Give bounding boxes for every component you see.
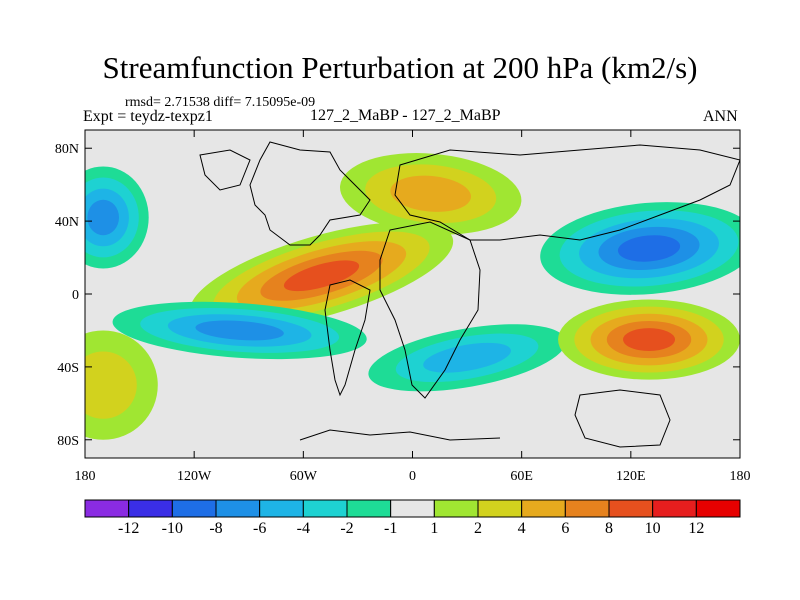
y-tick-label: 80N <box>55 142 79 157</box>
coastline-antarctic-edge <box>299 429 501 441</box>
colorbar-label: -2 <box>340 520 353 537</box>
colorbar-box <box>390 499 435 518</box>
coastlines <box>199 141 740 448</box>
colorbar-box <box>433 499 479 518</box>
x-tick-label: 0 <box>409 469 416 484</box>
colorbar-label: -6 <box>253 520 266 537</box>
contour-level <box>195 320 284 341</box>
colorbar-box <box>346 499 392 518</box>
period-label: ANN <box>703 108 738 125</box>
colorbar-box <box>259 499 304 518</box>
x-tick-label: 60E <box>510 469 533 484</box>
coastline-south-america <box>324 279 371 397</box>
contour-fields <box>85 153 740 440</box>
colorbar-label: 10 <box>645 520 661 537</box>
colorbar-label: -4 <box>297 520 310 537</box>
feature-3 <box>540 202 740 295</box>
colorbar-box <box>477 499 523 518</box>
colorbar-box <box>84 499 130 518</box>
colorbar-box <box>171 499 217 518</box>
colorbar-label: -8 <box>209 520 222 537</box>
y-axis: 80N 40N 0 40S 80S <box>55 142 740 449</box>
coastline-greenland <box>199 149 251 191</box>
colorbar-box <box>215 499 261 518</box>
colorbar-label: 8 <box>605 520 613 537</box>
feature-2 <box>85 166 149 269</box>
coastline-australia <box>574 389 671 448</box>
colorbar-label: 6 <box>561 520 569 537</box>
colorbar-label: -12 <box>118 520 139 537</box>
contour-level <box>87 199 120 236</box>
feature-6 <box>558 299 740 380</box>
colorbar-label: -10 <box>162 520 183 537</box>
stats-text: rmsd= 2.71538 diff= 7.15095e-09 <box>125 95 316 110</box>
contour-level <box>423 342 511 373</box>
x-tick-label: 180 <box>730 469 751 484</box>
colorbar-box <box>608 499 654 518</box>
colorbar-box <box>695 499 741 518</box>
y-tick-label: 40N <box>55 215 79 230</box>
colorbar-box <box>521 499 566 518</box>
y-tick-label: 0 <box>72 288 79 303</box>
contour-level <box>85 351 137 419</box>
y-tick-label: 80S <box>57 434 79 449</box>
contour-level <box>617 235 681 262</box>
colorbar-label: 4 <box>518 520 526 537</box>
feature-7 <box>85 330 158 440</box>
x-tick-label: 120E <box>616 469 646 484</box>
x-tick-label: 120W <box>177 469 212 484</box>
coastline-americas <box>249 141 371 246</box>
feature-4 <box>112 301 367 360</box>
colorbar-box <box>302 499 348 518</box>
contour-level <box>283 260 360 292</box>
colorbar-box <box>564 499 610 518</box>
colorbar-label: -1 <box>384 520 397 537</box>
colorbar: -12 -10 -8 -6 -4 -2 -1 1 2 4 6 8 10 12 <box>84 499 741 537</box>
case-label: 127_2_MaBP - 127_2_MaBP <box>310 107 501 124</box>
colorbar-box <box>128 499 173 518</box>
contour-level <box>390 175 472 212</box>
feature-0 <box>189 221 454 330</box>
coastline-eurasia <box>394 144 740 241</box>
colorbar-label: 1 <box>430 520 438 537</box>
feature-1 <box>340 153 522 235</box>
contour-level <box>623 328 676 352</box>
coastline-africa <box>379 221 481 399</box>
colorbar-label: 2 <box>474 520 482 537</box>
colorbar-box <box>652 499 697 518</box>
y-tick-label: 40S <box>57 361 79 376</box>
colorbar-label: 12 <box>688 520 704 537</box>
chart-title: Streamfunction Perturbation at 200 hPa (… <box>102 50 698 85</box>
x-tick-label: 180 <box>75 469 96 484</box>
feature-5 <box>368 324 566 392</box>
experiment-label: Expt = teydz-texpz1 <box>83 108 213 125</box>
x-tick-label: 60W <box>290 469 318 484</box>
x-axis: 180 120W 60W 0 60E 120E 180 <box>75 130 751 484</box>
